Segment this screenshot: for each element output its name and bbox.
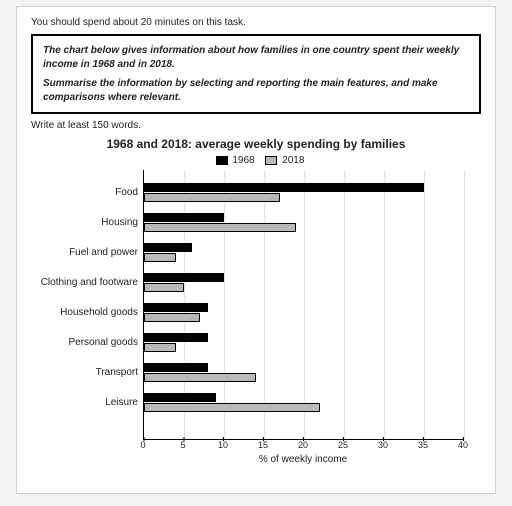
- grid-line: [464, 170, 465, 439]
- bar-2018: [144, 313, 200, 322]
- time-instruction: You should spend about 20 minutes on thi…: [31, 17, 481, 28]
- category-group: Clothing and footware: [144, 268, 463, 298]
- x-tick: 25: [338, 440, 348, 450]
- category-label: Household goods: [36, 298, 144, 328]
- category-label: Housing: [36, 208, 144, 238]
- bar-2018: [144, 223, 296, 232]
- bar-1968: [144, 213, 224, 222]
- bar-1968: [144, 333, 208, 342]
- x-tick: 10: [218, 440, 228, 450]
- category-label: Fuel and power: [36, 238, 144, 268]
- chart-plot-area: FoodHousingFuel and powerClothing and fo…: [143, 170, 463, 440]
- legend-label-1968: 1968: [232, 155, 254, 166]
- x-tick: 40: [458, 440, 468, 450]
- task-page: You should spend about 20 minutes on thi…: [16, 6, 496, 494]
- bar-2018: [144, 193, 280, 202]
- task-paragraph-2: Summarise the information by selecting a…: [43, 77, 469, 104]
- word-count-instruction: Write at least 150 words.: [31, 120, 481, 131]
- category-group: Household goods: [144, 298, 463, 328]
- x-axis-ticks: 0510152025303540: [143, 440, 463, 454]
- category-group: Housing: [144, 208, 463, 238]
- task-description-box: The chart below gives information about …: [31, 34, 481, 114]
- category-label: Leisure: [36, 388, 144, 418]
- bar-2018: [144, 253, 176, 262]
- category-group: Personal goods: [144, 328, 463, 358]
- bar-2018: [144, 283, 184, 292]
- category-group: Leisure: [144, 388, 463, 418]
- category-label: Transport: [36, 358, 144, 388]
- bar-1968: [144, 393, 216, 402]
- chart-legend: 1968 2018: [31, 155, 481, 166]
- legend-swatch-2018: [265, 156, 277, 165]
- bar-1968: [144, 183, 424, 192]
- bar-2018: [144, 403, 320, 412]
- x-axis-label: % of weekly income: [143, 454, 463, 465]
- x-tick: 35: [418, 440, 428, 450]
- bar-1968: [144, 273, 224, 282]
- category-label: Food: [36, 178, 144, 208]
- category-label: Personal goods: [36, 328, 144, 358]
- bar-2018: [144, 373, 256, 382]
- x-tick: 15: [258, 440, 268, 450]
- legend-label-2018: 2018: [282, 155, 304, 166]
- category-group: Fuel and power: [144, 238, 463, 268]
- legend-swatch-1968: [216, 156, 228, 165]
- x-tick: 20: [298, 440, 308, 450]
- bar-chart: 1968 and 2018: average weekly spending b…: [31, 137, 481, 465]
- category-group: Food: [144, 178, 463, 208]
- bar-2018: [144, 343, 176, 352]
- bar-1968: [144, 363, 208, 372]
- x-tick: 30: [378, 440, 388, 450]
- x-tick: 0: [140, 440, 145, 450]
- bar-1968: [144, 243, 192, 252]
- bar-1968: [144, 303, 208, 312]
- chart-title: 1968 and 2018: average weekly spending b…: [31, 137, 481, 151]
- category-label: Clothing and footware: [36, 268, 144, 298]
- task-paragraph-1: The chart below gives information about …: [43, 44, 469, 71]
- x-tick: 5: [180, 440, 185, 450]
- category-group: Transport: [144, 358, 463, 388]
